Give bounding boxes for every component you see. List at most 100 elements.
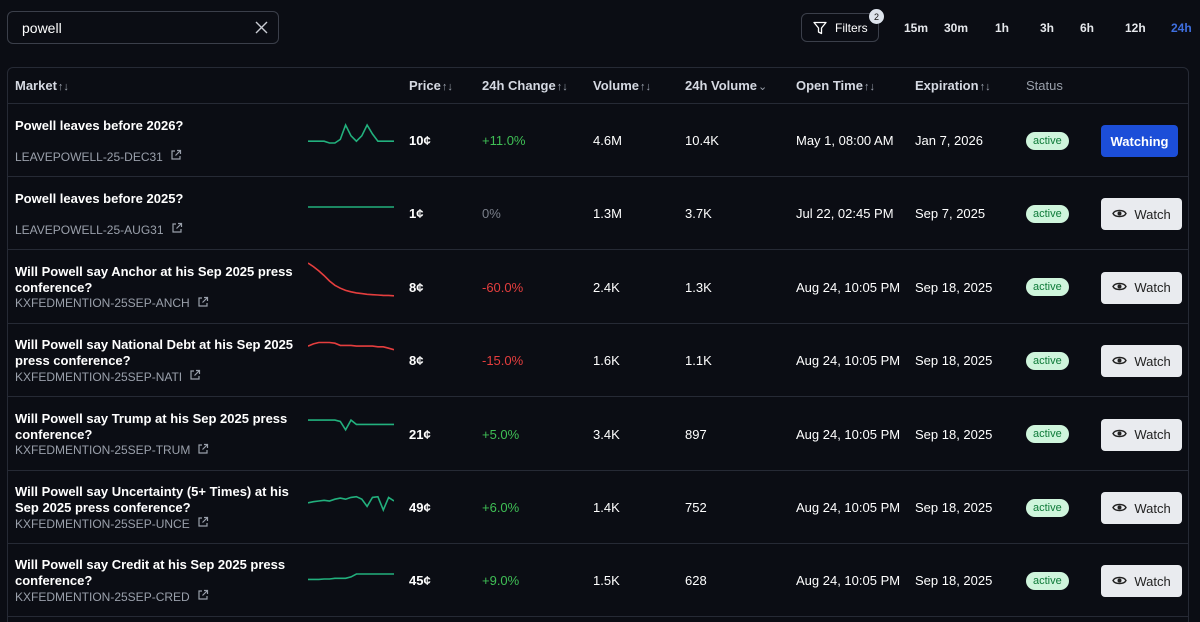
eye-icon (1112, 427, 1134, 442)
price-value: 49¢ (409, 500, 431, 515)
watch-label: Watch (1134, 280, 1171, 296)
external-link-icon[interactable] (197, 589, 209, 604)
sort-desc-icon: ⌄ (758, 81, 768, 93)
market-title[interactable]: Powell leaves before 2026? (15, 118, 184, 133)
sort-icon: ↑↓ (863, 81, 875, 93)
external-link-icon[interactable] (197, 443, 209, 458)
column-header-price[interactable]: Price↑↓ (409, 78, 453, 93)
external-link-icon[interactable] (171, 222, 183, 237)
column-header-24h-change[interactable]: 24h Change↑↓ (482, 78, 568, 93)
status-cell: active (1026, 471, 1069, 544)
sort-icon: ↑↓ (979, 81, 991, 93)
timeframe-1h[interactable]: 1h (995, 20, 1010, 35)
expiration-value: Sep 18, 2025 (915, 573, 993, 589)
table-row[interactable]: Will Powell say Anchor at his Sep 2025 p… (8, 251, 1188, 324)
sparkline-path (308, 418, 394, 431)
watch-button[interactable]: Watch (1101, 345, 1182, 378)
table-header: Market↑↓ Price↑↓ 24h Change↑↓ Volume↑↓ 2… (8, 68, 1188, 104)
close-icon[interactable] (255, 21, 268, 34)
market-title[interactable]: Will Powell say Credit at his Sep 2025 p… (15, 557, 286, 589)
watch-label: Watch (1134, 500, 1171, 516)
eye-icon (1112, 280, 1134, 295)
watch-label: Watch (1134, 353, 1171, 369)
market-title[interactable]: Will Powell say Uncertainty (5+ Times) a… (15, 484, 289, 515)
change-value: +5.0% (482, 426, 520, 442)
eye-icon (1112, 501, 1134, 516)
sparkline (308, 206, 394, 209)
status-cell: active (1026, 104, 1069, 177)
sparkline-path (308, 573, 394, 581)
volume-value: 1.3M (593, 206, 622, 222)
external-link-icon[interactable] (197, 516, 209, 531)
timeframe-6h[interactable]: 6h (1080, 20, 1095, 35)
volume-24h-value: 628 (685, 573, 707, 589)
watch-button[interactable]: Watch (1101, 492, 1182, 524)
open-time-value: Jul 22, 02:45 PM (796, 206, 894, 222)
sparkline-path (308, 495, 394, 513)
column-header-open-time[interactable]: Open Time↑↓ (796, 78, 875, 93)
timeframe-30m[interactable]: 30m (944, 20, 969, 35)
change-value: -60.0% (482, 279, 524, 295)
external-link-icon[interactable] (189, 369, 201, 384)
volume-value: 2.4K (593, 279, 620, 295)
volume-value: 1.6K (593, 353, 620, 369)
column-header-market[interactable]: Market↑↓ (15, 78, 69, 93)
watching-button[interactable]: Watching (1101, 125, 1178, 157)
table-row[interactable]: Will Powell say Trump at his Sep 2025 pr… (8, 398, 1188, 471)
column-header-expiration[interactable]: Expiration↑↓ (915, 78, 991, 93)
sparkline (308, 418, 394, 431)
timeframe-12h[interactable]: 12h (1125, 20, 1146, 35)
filters-button[interactable]: Filters 2 (801, 9, 884, 42)
price-value: 21¢ (409, 426, 431, 442)
market-ticker: KXFEDMENTION-25SEP-UNCE (15, 516, 209, 531)
volume-value: 1.5K (593, 573, 620, 589)
markets-table: Market↑↓ Price↑↓ 24h Change↑↓ Volume↑↓ 2… (7, 67, 1189, 622)
market-title[interactable]: Powell leaves before 2025? (15, 191, 184, 207)
column-header-status: Status (1026, 78, 1063, 93)
watch-label: Watch (1134, 427, 1171, 443)
timeframe-24h[interactable]: 24h (1171, 20, 1192, 35)
sort-icon: ↑↓ (57, 81, 69, 93)
watch-button[interactable]: Watch (1101, 565, 1182, 598)
expiration-value: Sep 18, 2025 (915, 279, 993, 295)
volume-24h-value: 1.3K (685, 279, 712, 295)
status-cell: active (1026, 544, 1069, 617)
expiration-value: Sep 18, 2025 (915, 426, 993, 442)
watch-label: Watch (1134, 573, 1171, 589)
volume-24h-value: 752 (685, 500, 707, 515)
status-cell: active (1026, 251, 1069, 324)
search-box[interactable] (7, 11, 279, 44)
sparkline (308, 341, 394, 351)
market-ticker: KXFEDMENTION-25SEP-TRUM (15, 443, 209, 458)
watch-button[interactable]: Watch (1101, 198, 1182, 231)
sparkline-path (308, 341, 394, 351)
column-header-24h-volume[interactable]: 24h Volume⌄ (685, 78, 768, 93)
table-row[interactable]: Will Powell say National Debt at his Sep… (8, 324, 1188, 398)
change-value: 0% (482, 206, 501, 222)
search-input[interactable] (22, 12, 242, 43)
status-cell: active (1026, 177, 1069, 250)
sparkline (308, 262, 394, 297)
external-link-icon[interactable] (197, 296, 209, 311)
timeframe-15m[interactable]: 15m (904, 20, 929, 35)
market-ticker: KXFEDMENTION-25SEP-NATI (15, 369, 201, 384)
column-header-volume[interactable]: Volume↑↓ (593, 78, 651, 93)
table-row[interactable]: Will Powell say Credit at his Sep 2025 p… (8, 544, 1188, 618)
watch-button[interactable]: Watch (1101, 418, 1182, 451)
status-badge: active (1026, 498, 1069, 517)
market-ticker: KXFEDMENTION-25SEP-ANCH (15, 296, 209, 311)
volume-24h-value: 897 (685, 426, 707, 442)
market-title[interactable]: Will Powell say Trump at his Sep 2025 pr… (15, 410, 288, 442)
market-ticker: KXFEDMENTION-25SEP-CRED (15, 589, 209, 604)
watch-button[interactable]: Watch (1101, 271, 1182, 304)
expiration-value: Jan 7, 2026 (915, 133, 983, 148)
external-link-icon[interactable] (170, 149, 182, 164)
table-row[interactable]: Will Powell say Uncertainty (5+ Times) a… (8, 471, 1188, 544)
market-title[interactable]: Will Powell say National Debt at his Sep… (15, 337, 294, 369)
table-row[interactable]: Powell leaves before 2025? LEAVEPOWELL-25… (8, 177, 1188, 251)
status-badge: active (1026, 278, 1069, 297)
price-value: 45¢ (409, 573, 431, 589)
market-title[interactable]: Will Powell say Anchor at his Sep 2025 p… (15, 263, 293, 295)
table-row[interactable]: Powell leaves before 2026? LEAVEPOWELL-25… (8, 104, 1188, 177)
timeframe-3h[interactable]: 3h (1040, 20, 1055, 35)
